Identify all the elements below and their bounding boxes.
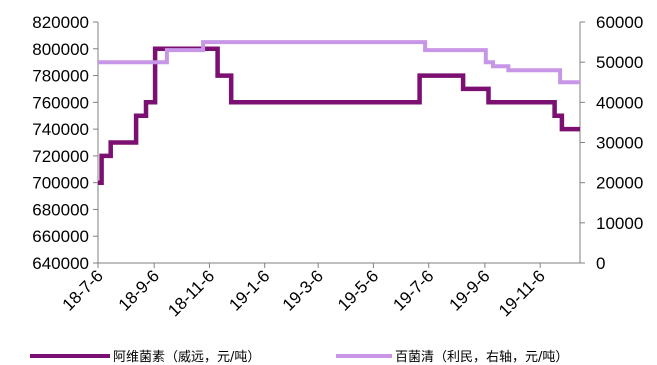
right-y-tick-label: 60000 — [596, 13, 643, 32]
x-tick-label: 19-1-6 — [225, 266, 273, 314]
left-y-tick-label: 680000 — [32, 200, 89, 219]
x-tick-label: 18-11-6 — [164, 266, 218, 320]
right-y-tick-label: 40000 — [596, 93, 643, 112]
right-y-tick-label: 0 — [596, 254, 605, 273]
legend: 阿维菌素（威远，元/吨） 百菌清（利民，右轴，元/吨） — [30, 350, 568, 365]
left-y-tick-label: 800000 — [32, 40, 89, 59]
series-layer — [98, 42, 580, 183]
right-y-tick-label: 10000 — [596, 214, 643, 233]
x-tick-label: 18-9-6 — [115, 266, 163, 314]
left-y-tick-label: 780000 — [32, 67, 89, 86]
x-tick-label: 19-7-6 — [389, 266, 437, 314]
x-tick-label: 19-5-6 — [334, 266, 382, 314]
right-y-tick-label: 20000 — [596, 174, 643, 193]
x-tick-label: 18-7-6 — [59, 266, 107, 314]
legend-label-chlorothalonil: 百菌清（利民，右轴，元/吨） — [395, 350, 568, 365]
x-tick-label: 19-3-6 — [279, 266, 327, 314]
left-y-tick-label: 760000 — [32, 93, 89, 112]
x-tick-label: 19-11-6 — [495, 266, 549, 320]
left-y-tick-label: 720000 — [32, 147, 89, 166]
left-y-tick-label: 700000 — [32, 174, 89, 193]
left-y-tick-label: 660000 — [32, 227, 89, 246]
right-y-tick-label: 50000 — [596, 53, 643, 72]
tick-labels: 640000 660000 680000 700000 720000 740000 7600… — [32, 13, 643, 320]
x-tick-label: 19-9-6 — [446, 266, 494, 314]
left-y-tick-label: 640000 — [32, 254, 89, 273]
left-y-tick-label: 820000 — [32, 13, 89, 32]
legend-label-abamectin: 阿维菌素（威远，元/吨） — [113, 350, 260, 365]
series-line-chlorothalonil — [98, 42, 580, 82]
right-y-tick-label: 30000 — [596, 134, 643, 153]
left-y-tick-label: 740000 — [32, 120, 89, 139]
